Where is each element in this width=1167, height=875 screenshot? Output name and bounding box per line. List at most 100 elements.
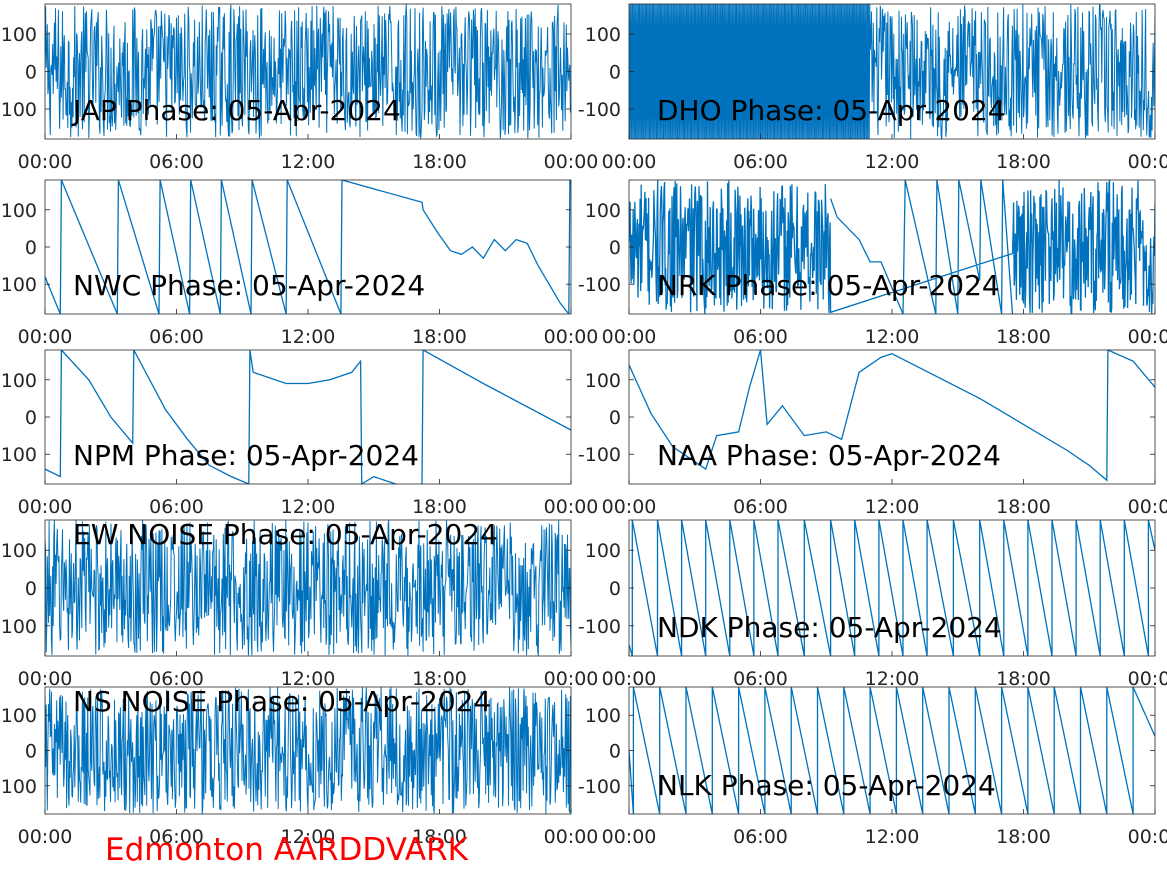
phase-panel: 100 0 -100 00:00 06:00 12:00 18:00 00:00 NDK Pha… (578, 519, 1167, 690)
y-tick-label: 0 (609, 237, 621, 259)
x-tick-label: 12:00 (281, 151, 336, 173)
panel-title: NAA Phase: 05-Apr-2024 (657, 439, 1001, 472)
phase-series-line (45, 180, 571, 314)
y-tick-label: -100 (0, 274, 37, 296)
x-tick-label: 12:00 (281, 496, 336, 518)
x-tick-label: 00:00 (544, 326, 599, 348)
panel-title: DHO Phase: 05-Apr-2024 (657, 94, 1006, 127)
x-tick-label: 18:00 (996, 151, 1051, 173)
y-tick-label: 100 (1, 24, 37, 46)
x-tick-label: 00:00 (18, 326, 73, 348)
panel-title: NS NOISE Phase: 05-Apr-2024 (73, 685, 491, 718)
trace-group (629, 350, 1155, 482)
trace-group (629, 520, 1155, 656)
panel-title: NPM Phase: 05-Apr-2024 (73, 439, 419, 472)
y-tick-label: 0 (25, 62, 37, 84)
x-tick-label: 18:00 (412, 826, 467, 848)
panel-title: NRK Phase: 05-Apr-2024 (657, 269, 1000, 302)
x-tick-label: 00:00 (1128, 826, 1167, 848)
x-tick-label: 00:00 (602, 826, 657, 848)
phase-panel: 100 0 -100 00:00 06:00 12:00 18:00 00:00 EW NOIS… (0, 518, 598, 690)
x-tick-label: 12:00 (865, 826, 920, 848)
x-tick-label: 00:00 (602, 326, 657, 348)
y-tick-label: -100 (0, 444, 37, 466)
y-tick-label: -100 (0, 99, 37, 121)
x-tick-label: 06:00 (733, 496, 788, 518)
x-tick-label: 00:00 (18, 151, 73, 173)
x-tick-label: 00:00 (18, 668, 73, 690)
x-tick-label: 18:00 (412, 496, 467, 518)
x-tick-label: 00:00 (544, 151, 599, 173)
x-tick-label: 00:00 (1128, 668, 1167, 690)
phase-series-line (629, 687, 1155, 814)
phase-panel: 100 0 -100 00:00 06:00 12:00 18:00 00:00 NLK Pha… (578, 686, 1167, 848)
x-tick-label: 06:00 (149, 668, 204, 690)
x-tick-label: 00:00 (602, 151, 657, 173)
x-tick-label: 12:00 (281, 826, 336, 848)
y-tick-label: 0 (25, 407, 37, 429)
phase-panel: 100 0 -100 00:00 06:00 12:00 18:00 00:00 DHO Pha… (578, 3, 1167, 173)
panel-title: NDK Phase: 05-Apr-2024 (657, 611, 1002, 644)
x-tick-label: 00:00 (1128, 151, 1167, 173)
phase-panel: 100 0 -100 00:00 06:00 12:00 18:00 00:00 NRK Pha… (578, 179, 1167, 348)
y-tick-label: 100 (585, 540, 621, 562)
y-tick-label: 0 (25, 741, 37, 763)
x-tick-label: 18:00 (412, 326, 467, 348)
x-tick-label: 06:00 (149, 151, 204, 173)
phase-series-line (45, 350, 571, 484)
y-tick-label: -100 (0, 616, 37, 638)
x-tick-label: 18:00 (996, 826, 1051, 848)
phase-series-line (629, 350, 1155, 482)
x-tick-label: 00:00 (602, 668, 657, 690)
trace-group (629, 180, 1155, 314)
x-tick-label: 06:00 (733, 151, 788, 173)
y-tick-label: -100 (578, 776, 621, 798)
trace-group (45, 520, 571, 656)
plot-area (629, 520, 1155, 656)
y-tick-label: 100 (585, 24, 621, 46)
y-tick-label: 100 (585, 705, 621, 727)
phase-panel: 100 0 -100 00:00 06:00 12:00 18:00 00:00 JAP Pha… (0, 3, 599, 173)
x-tick-label: 06:00 (149, 326, 204, 348)
y-tick-label: 0 (609, 578, 621, 600)
x-tick-label: 00:00 (18, 496, 73, 518)
x-tick-label: 18:00 (996, 326, 1051, 348)
x-tick-label: 18:00 (996, 668, 1051, 690)
x-tick-label: 00:00 (1128, 326, 1167, 348)
phase-panel: 100 0 -100 00:00 06:00 12:00 18:00 00:00 NAA Pha… (578, 349, 1167, 518)
x-tick-label: 00:00 (544, 496, 599, 518)
panel-title: JAP Phase: 05-Apr-2024 (71, 94, 401, 127)
x-tick-label: 00:00 (544, 668, 599, 690)
y-tick-label: -100 (578, 274, 621, 296)
y-tick-label: 0 (609, 407, 621, 429)
x-tick-label: 00:00 (1128, 496, 1167, 518)
trace-group (45, 4, 571, 139)
y-tick-label: 100 (1, 370, 37, 392)
x-tick-label: 12:00 (865, 668, 920, 690)
panel-title: NLK Phase: 05-Apr-2024 (657, 769, 996, 802)
x-tick-label: 12:00 (865, 151, 920, 173)
x-tick-label: 06:00 (733, 326, 788, 348)
y-tick-label: -100 (0, 776, 37, 798)
footer-station-label: Edmonton AARDDVARK (105, 832, 469, 868)
phase-panel: 100 0 -100 00:00 06:00 12:00 18:00 00:00 NS NOIS… (0, 685, 598, 848)
y-tick-label: -100 (578, 99, 621, 121)
y-tick-label: -100 (578, 444, 621, 466)
y-tick-label: 100 (1, 705, 37, 727)
plot-area (629, 350, 1155, 484)
y-tick-label: 0 (609, 741, 621, 763)
y-tick-label: 0 (25, 578, 37, 600)
y-tick-label: 0 (609, 62, 621, 84)
x-tick-label: 06:00 (733, 826, 788, 848)
x-tick-label: 12:00 (281, 668, 336, 690)
x-tick-label: 06:00 (149, 826, 204, 848)
trace-group (629, 4, 1155, 139)
x-tick-label: 12:00 (281, 326, 336, 348)
x-tick-label: 18:00 (412, 668, 467, 690)
phase-panel: 100 0 -100 00:00 06:00 12:00 18:00 00:00 NWC Pha… (0, 179, 599, 348)
y-tick-label: 100 (1, 200, 37, 222)
x-tick-label: 06:00 (149, 496, 204, 518)
phase-series-line (629, 180, 1155, 314)
y-tick-label: 100 (585, 370, 621, 392)
